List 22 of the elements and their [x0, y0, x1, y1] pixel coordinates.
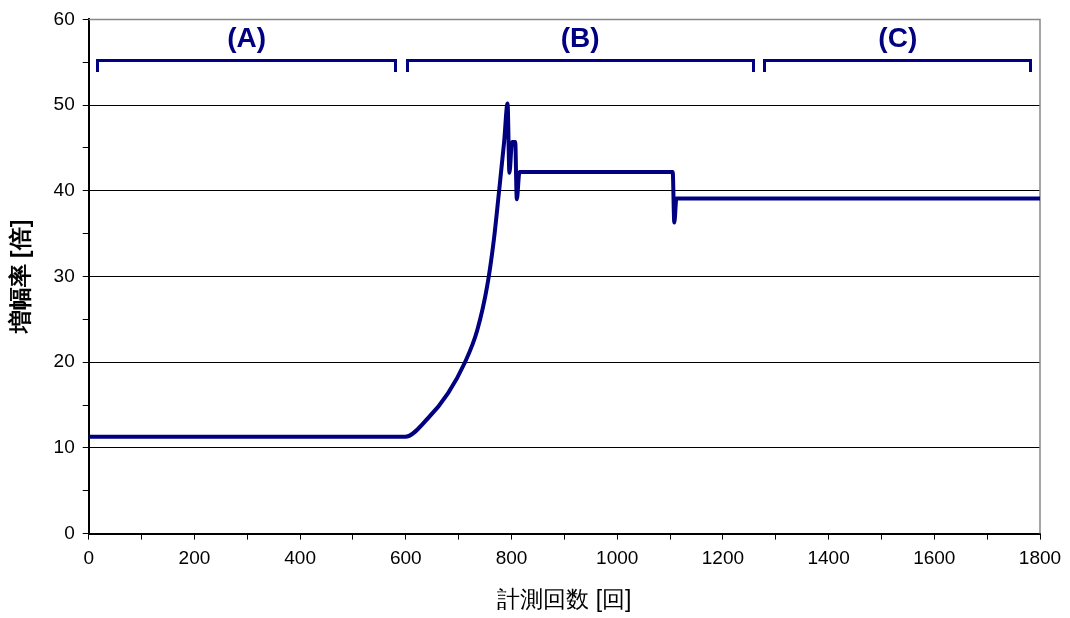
x-tick-label: 600 [389, 547, 422, 569]
y-tick-label: 20 [53, 350, 75, 372]
x-tick-label: 400 [284, 547, 316, 569]
x-tick-label: 200 [178, 547, 211, 569]
x-tick-label: 1200 [701, 547, 745, 569]
x-tick-label: 1400 [807, 547, 850, 569]
y-tick-label: 40 [53, 179, 75, 201]
x-tick-label: 0 [83, 547, 95, 569]
x-tick-label: 800 [495, 547, 528, 569]
y-tick-label: 50 [53, 93, 75, 115]
y-tick-label: 10 [53, 436, 75, 458]
x-tick-label: 1800 [1018, 547, 1062, 569]
y-tick-label: 0 [64, 521, 75, 543]
x-tick-label: 1000 [596, 547, 639, 569]
y-tick-label: 60 [53, 7, 75, 29]
x-axis-title: 計測回数 [回] [497, 585, 632, 612]
y-axis-title: 増幅率 [倍] [7, 219, 34, 335]
annotation: (A) [227, 22, 267, 54]
annotation: (C) [878, 22, 918, 54]
y-tick-label: 30 [53, 264, 75, 286]
annotation: (B) [560, 22, 600, 54]
x-tick-label: 1600 [913, 547, 956, 569]
